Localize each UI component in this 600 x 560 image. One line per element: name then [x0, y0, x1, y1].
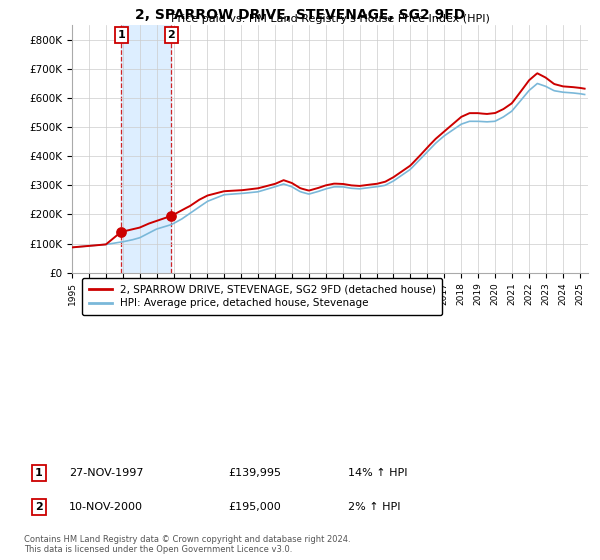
Text: 1: 1 — [118, 30, 125, 40]
Legend: 2, SPARROW DRIVE, STEVENAGE, SG2 9FD (detached house), HPI: Average price, detac: 2, SPARROW DRIVE, STEVENAGE, SG2 9FD (de… — [82, 278, 442, 315]
Text: 14% ↑ HPI: 14% ↑ HPI — [348, 468, 407, 478]
Text: 2, SPARROW DRIVE, STEVENAGE, SG2 9FD: 2, SPARROW DRIVE, STEVENAGE, SG2 9FD — [135, 8, 465, 22]
Point — [167, 212, 176, 221]
Text: £195,000: £195,000 — [228, 502, 281, 512]
Text: Contains HM Land Registry data © Crown copyright and database right 2024.
This d: Contains HM Land Registry data © Crown c… — [24, 535, 350, 554]
Text: 2: 2 — [167, 30, 175, 40]
Text: 27-NOV-1997: 27-NOV-1997 — [69, 468, 143, 478]
Point — [116, 227, 126, 236]
Text: 2: 2 — [35, 502, 43, 512]
Text: 1: 1 — [35, 468, 43, 478]
Text: 10-NOV-2000: 10-NOV-2000 — [69, 502, 143, 512]
Text: 2% ↑ HPI: 2% ↑ HPI — [348, 502, 401, 512]
Bar — [121, 25, 172, 273]
Title: Price paid vs. HM Land Registry's House Price Index (HPI): Price paid vs. HM Land Registry's House … — [170, 15, 490, 25]
Text: £139,995: £139,995 — [228, 468, 281, 478]
